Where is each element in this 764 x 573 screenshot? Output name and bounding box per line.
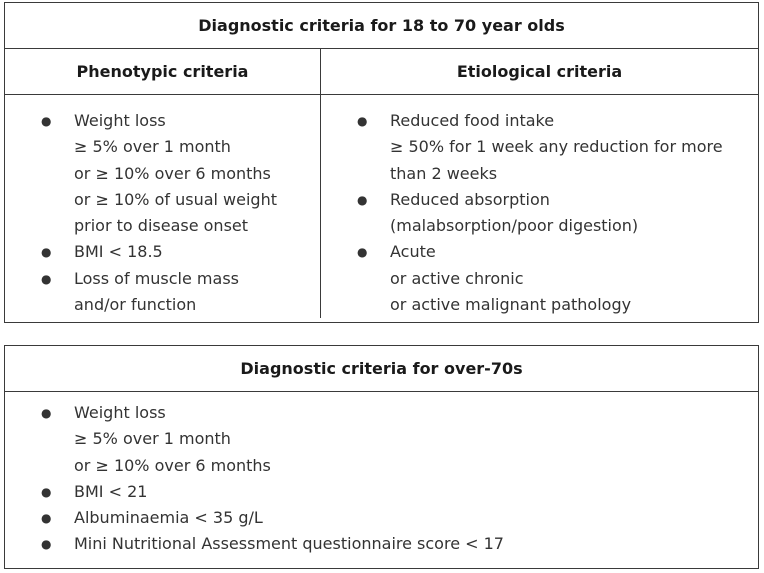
list-item: ● Weight loss ≥ 5% over 1 month or ≥ 10% ov… (5, 400, 758, 479)
list-item-line: ≥ 5% over 1 month (74, 137, 231, 157)
etiological-heading: Etiological criteria (321, 49, 758, 95)
bullet-icon: ● (41, 537, 52, 552)
list-item-line: prior to disease onset (74, 216, 249, 236)
list-item-line: or ≥ 10% over 6 months (74, 163, 271, 183)
over-70-list: ● Weight loss ≥ 5% over 1 month or ≥ 10% ov… (5, 392, 758, 558)
list-item-line: ≥ 5% over 1 month (74, 429, 231, 449)
table-title-over-70: Diagnostic criteria for over-70s (5, 346, 758, 392)
list-item-line: ≥ 50% for 1 week any reduction for more (390, 137, 723, 157)
bullet-icon: ● (357, 192, 368, 207)
list-item: ● Mini Nutritional Assessment questionnai… (5, 531, 758, 557)
phenotypic-heading: Phenotypic criteria (5, 49, 320, 95)
phenotypic-column: Phenotypic criteria ● Weight loss ≥ 5% ove… (5, 49, 321, 319)
criteria-table-over-70: Diagnostic criteria for over-70s ● Weight… (4, 345, 759, 569)
list-item-line: Acute (390, 242, 436, 262)
list-item-line: Weight loss (74, 111, 166, 130)
list-item-line: BMI < 18.5 (74, 242, 163, 262)
list-item-line: Loss of muscle mass (74, 268, 239, 288)
bullet-icon: ● (357, 245, 368, 260)
list-item-line: and/or function (74, 295, 197, 315)
table-title-18-70: Diagnostic criteria for 18 to 70 year ol… (5, 3, 758, 49)
etiological-list: ● Reduced food intake ≥ 50% for 1 week any… (321, 95, 758, 318)
list-item-line: or active chronic (390, 268, 524, 288)
bullet-icon: ● (41, 271, 52, 286)
list-item: ● Reduced food intake ≥ 50% for 1 week any… (321, 108, 758, 187)
list-item-line: (malabsorption/poor digestion) (390, 216, 639, 236)
etiological-column: Etiological criteria ● Reduced food intak… (321, 49, 758, 318)
list-item-line: than 2 weeks (390, 163, 498, 183)
list-item: ● Acute or active chronic or active maligna… (321, 239, 758, 318)
list-item: ● Reduced absorption (malabsorption/poor d… (321, 187, 758, 240)
list-item-line: Albuminaemia < 35 g/L (74, 508, 263, 528)
bullet-icon: ● (41, 114, 52, 128)
list-item-line: or ≥ 10% over 6 months (74, 455, 271, 475)
phenotypic-list: ● Weight loss ≥ 5% over 1 month or ≥ 10% ov… (5, 95, 320, 318)
bullet-icon: ● (357, 114, 368, 128)
list-item-line: Weight loss (74, 403, 166, 422)
list-item-line: BMI < 21 (74, 481, 148, 501)
list-item-line: Reduced food intake (390, 111, 555, 130)
bullet-icon: ● (41, 406, 52, 420)
criteria-columns: Phenotypic criteria ● Weight loss ≥ 5% ove… (5, 49, 758, 319)
list-item: ● BMI < 21 (5, 479, 758, 505)
list-item: ● Loss of muscle mass and/or function (5, 266, 320, 319)
bullet-icon: ● (41, 511, 52, 526)
criteria-table-18-70: Diagnostic criteria for 18 to 70 year ol… (4, 2, 759, 323)
list-item: ● Albuminaemia < 35 g/L (5, 505, 758, 531)
list-item: ● BMI < 18.5 (5, 239, 320, 265)
list-item: ● Weight loss ≥ 5% over 1 month or ≥ 10% ov… (5, 108, 320, 239)
bullet-icon: ● (41, 245, 52, 260)
list-item-line: Reduced absorption (390, 189, 550, 209)
list-item-line: or ≥ 10% of usual weight (74, 189, 277, 209)
list-item-line: Mini Nutritional Assessment questionnair… (74, 534, 504, 554)
list-item-line: or active malignant pathology (390, 295, 632, 315)
bullet-icon: ● (41, 484, 52, 499)
